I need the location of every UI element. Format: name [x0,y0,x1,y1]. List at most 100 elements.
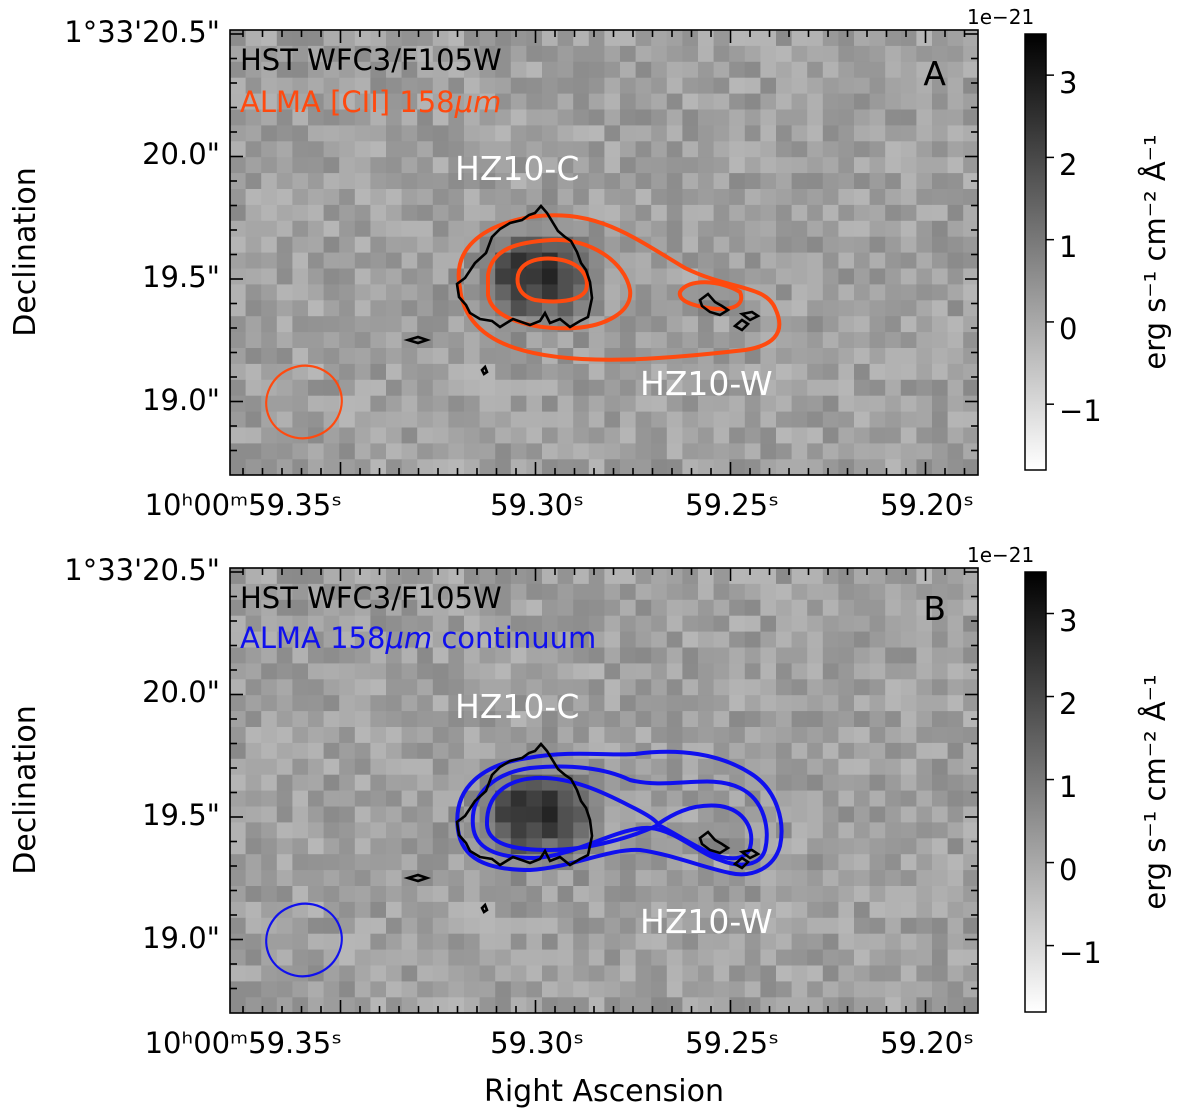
image-pixel [885,157,902,174]
image-pixel [276,695,293,712]
image-pixel [854,965,870,982]
image-pixel [963,332,978,349]
image-pixel [620,93,636,110]
image-pixel [292,933,309,950]
image-pixel [604,363,621,381]
image-pixel [495,583,512,601]
image-pixel [932,568,948,585]
image-pixel [526,109,543,126]
image-pixel [807,204,824,222]
image-pixel [557,886,574,903]
image-pixel [729,189,746,206]
image-pixel [682,568,699,585]
image-pixel [713,316,730,333]
image-pixel [651,901,668,919]
image-pixel [620,742,636,760]
image-pixel [807,615,824,632]
image-pixel [557,949,574,966]
image-pixel [386,236,402,253]
image-pixel [698,727,714,744]
image-pixel [947,379,964,397]
image-pixel [791,284,808,301]
source-label-hz10-w-b: HZ10-W [640,902,773,941]
image-pixel [651,981,668,998]
image-pixel [807,77,824,94]
image-pixel [354,901,371,919]
image-pixel [339,61,356,79]
image-pixel [822,933,839,950]
image-pixel [510,109,527,126]
image-pixel [573,949,590,966]
image-pixel [916,917,933,935]
image-pixel [651,379,668,397]
image-pixel [573,173,590,190]
image-pixel [713,647,730,664]
image-pixel [791,870,808,887]
image-pixel [401,854,418,871]
image-pixel [963,901,978,919]
image-pixel [370,583,387,601]
image-pixel [651,647,668,664]
image-pixel [744,332,761,349]
image-pixel [339,822,356,839]
image-pixel [651,300,668,317]
image-pixel [807,300,824,317]
image-pixel [292,822,309,839]
image-pixel [323,77,340,94]
image-pixel [854,157,870,174]
image-pixel [308,822,324,839]
image-pixel [588,647,605,664]
image-pixel [635,981,652,998]
image-pixel [339,348,356,365]
image-pixel [526,411,543,428]
image-pixel [386,711,402,728]
image-pixel [604,204,621,222]
image-pixel [854,220,870,238]
image-pixel [354,886,371,903]
image-pixel [261,758,278,776]
image-pixel [900,917,917,935]
image-pixel [869,189,886,206]
image-pixel [354,679,371,696]
image-pixel [900,933,917,950]
image-pixel [822,443,839,460]
image-pixel [651,917,668,935]
image-pixel [479,443,496,460]
image-pixel [651,395,668,412]
image-pixel [401,583,418,601]
image-pixel [417,790,434,807]
image-pixel [261,61,278,79]
image-pixel [854,30,870,47]
image-pixel [900,157,917,174]
image-pixel [354,173,371,190]
image-pixel [620,109,636,126]
image-pixel [339,695,356,712]
image-pixel [713,679,730,696]
image-pixel [869,790,886,807]
image-pixel [261,647,278,664]
image-pixel [932,599,948,617]
image-pixel [292,204,309,222]
image-pixel [869,933,886,950]
ytick-label-19.0-b: 19.0" [142,921,220,955]
image-pixel [729,379,746,397]
image-pixel [916,300,933,317]
image-pixel [245,443,262,460]
image-pixel [854,679,870,696]
image-pixel [854,109,870,126]
image-pixel [354,252,371,269]
image-pixel [947,981,964,998]
image-pixel [510,173,527,190]
image-pixel [401,742,418,760]
image-pixel [526,870,543,887]
image-pixel [838,997,855,1013]
image-pixel [682,236,699,253]
image-pixel [698,252,714,269]
image-pixel [245,758,262,776]
image-pixel [635,459,652,475]
image-pixel [245,93,262,110]
image-pixel [604,93,621,110]
image-pixel [947,727,964,744]
image-pixel [651,663,668,680]
